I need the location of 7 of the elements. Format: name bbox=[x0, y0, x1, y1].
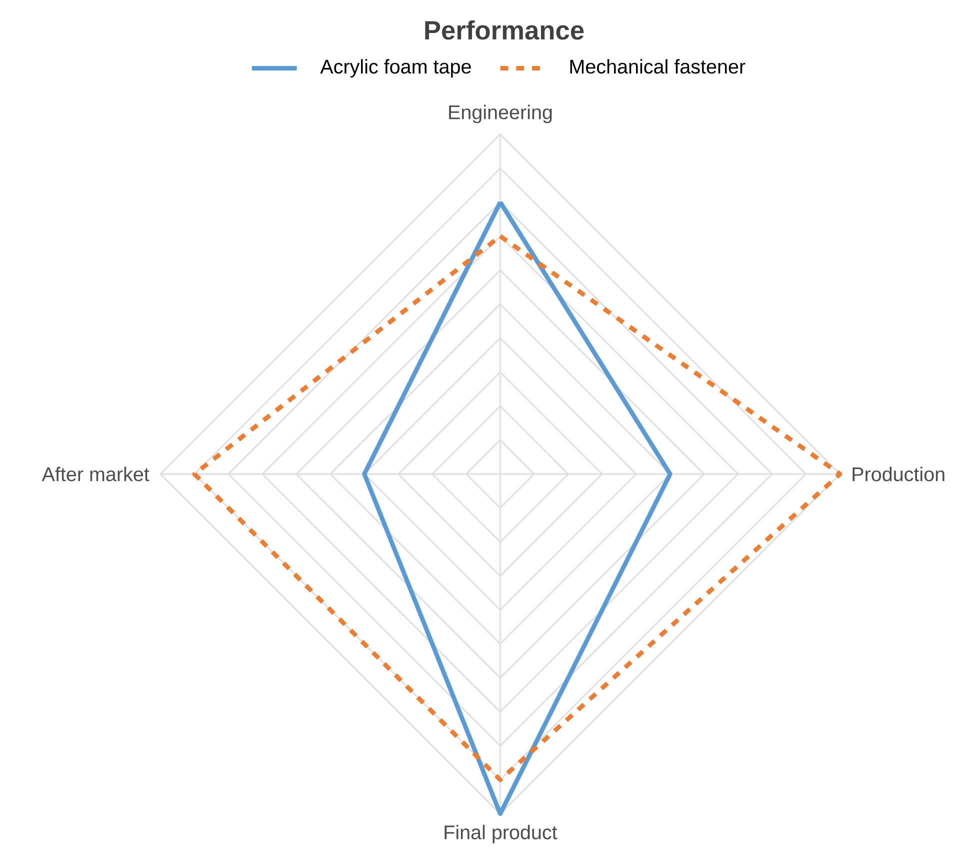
spoke-label: Final product bbox=[444, 824, 558, 844]
spoke-label: After market bbox=[42, 466, 150, 482]
legend-label: Acrylic foam tape bbox=[320, 59, 471, 78]
spoke-label: Engineering bbox=[449, 104, 552, 124]
chart-title: Performance bbox=[425, 20, 584, 40]
spoke-label: Production bbox=[852, 466, 944, 482]
legend-label: Mechanical fastener bbox=[570, 59, 746, 74]
